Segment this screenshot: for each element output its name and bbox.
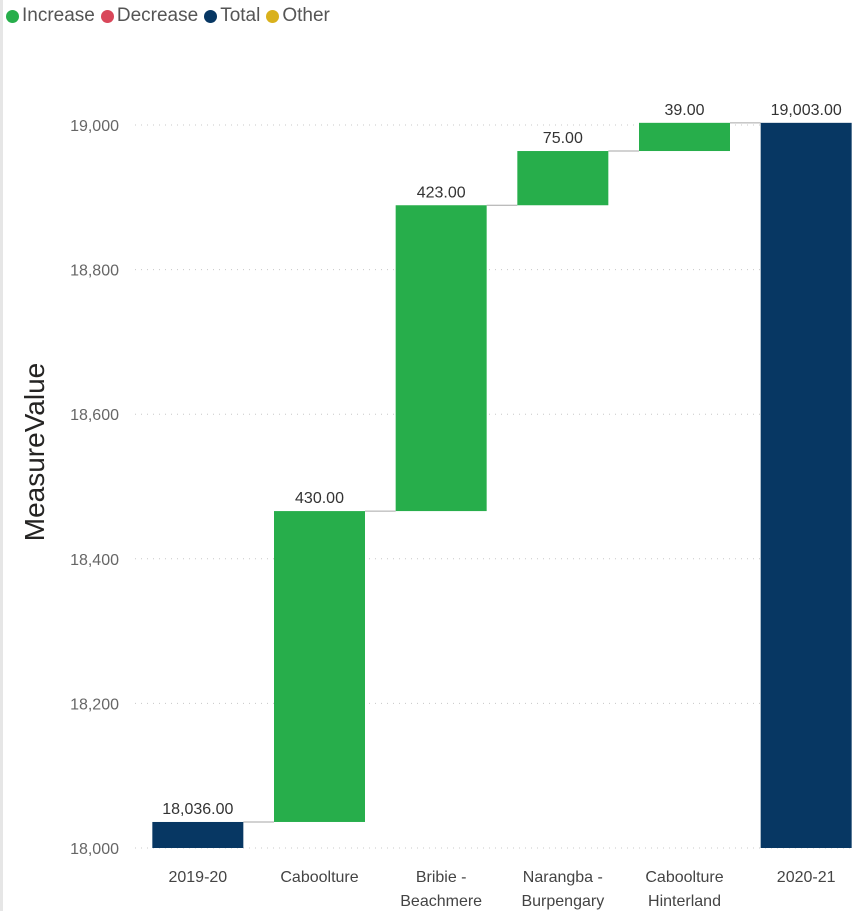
data-label: 430.00 — [295, 490, 344, 507]
x-category-label: Burpengary — [521, 893, 604, 910]
legend-label-increase: Increase — [22, 5, 95, 26]
x-category-label: Hinterland — [648, 893, 721, 910]
data-labels: 18,036.00 430.00 423.00 75.00 39.00 19,003.00 — [162, 102, 842, 818]
legend: Increase Decrease Total Other — [6, 4, 336, 28]
x-category-label: Bribie - — [416, 869, 467, 886]
data-label: 19,003.00 — [771, 102, 842, 119]
y-tick-label: 18,400 — [70, 552, 119, 569]
bar-narangba-burpengary[interactable] — [517, 151, 609, 206]
legend-label-total: Total — [220, 5, 261, 26]
legend-dot-other — [266, 9, 280, 23]
y-axis-title: MeasureValue — [19, 363, 50, 541]
legend-label-other: Other — [282, 5, 330, 26]
x-category-label: Caboolture — [645, 869, 723, 886]
legend-item-decrease[interactable]: Decrease — [100, 5, 199, 27]
legend-dot-total — [204, 9, 218, 23]
bars — [152, 122, 852, 849]
legend-item-increase[interactable]: Increase — [6, 5, 95, 27]
data-label: 18,036.00 — [162, 801, 233, 818]
data-label: 423.00 — [417, 184, 466, 201]
y-tick-label: 18,600 — [70, 407, 119, 424]
legend-item-total[interactable]: Total — [204, 5, 260, 27]
bar-2020-21[interactable] — [760, 122, 852, 849]
y-tick-label: 19,000 — [70, 118, 119, 135]
x-category-label: Narangba - — [523, 869, 603, 886]
x-category-label: 2019-20 — [168, 869, 227, 886]
bar-caboolture-hinterland[interactable] — [639, 122, 730, 152]
bar-2019-20[interactable] — [152, 821, 244, 848]
y-tick-label: 18,200 — [70, 696, 119, 713]
y-tick-label: 18,000 — [70, 841, 119, 858]
data-label: 39.00 — [664, 102, 704, 119]
x-category-label: 2020-21 — [777, 869, 836, 886]
legend-dot-decrease — [100, 9, 114, 23]
left-border — [0, 0, 3, 911]
gridlines — [135, 124, 855, 849]
x-category-label: Caboolture — [280, 869, 358, 886]
data-label: 75.00 — [543, 130, 583, 147]
y-tick-label: 18,800 — [70, 263, 119, 280]
x-axis: 2019-20 Caboolture Bribie - Beachmere Narang… — [168, 869, 835, 910]
bar-caboolture[interactable] — [274, 511, 365, 822]
legend-dot-increase — [6, 9, 19, 23]
bar-bribie-beachmere[interactable] — [395, 205, 487, 512]
connector-lines — [243, 122, 761, 823]
legend-item-other[interactable]: Other — [266, 5, 330, 27]
x-category-label: Beachmere — [400, 893, 482, 910]
y-axis: 18,000 18,200 18,400 18,600 18,800 19,000 — [70, 118, 119, 858]
legend-label-decrease: Decrease — [116, 5, 199, 26]
